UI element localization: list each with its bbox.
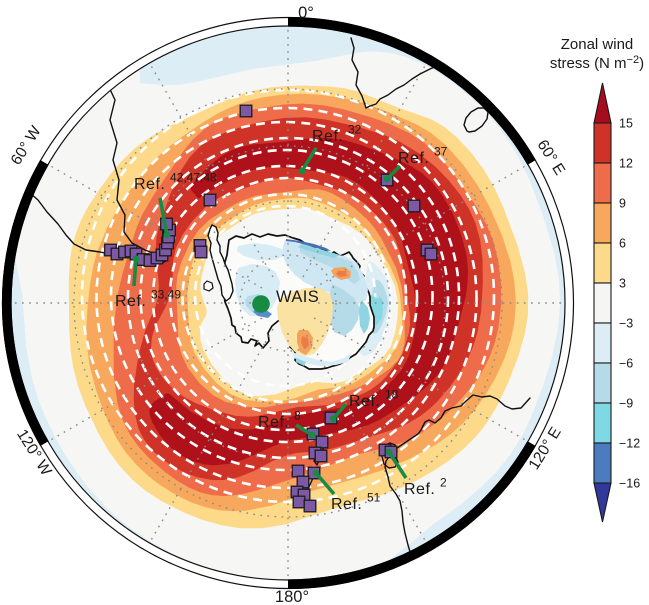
svg-text:51: 51	[367, 491, 381, 505]
svg-text:6: 6	[619, 237, 626, 251]
svg-text:15: 15	[619, 117, 633, 131]
svg-text:0°: 0°	[298, 4, 314, 22]
svg-text:42,47,48: 42,47,48	[170, 171, 217, 185]
svg-text:Ref.: Ref.	[404, 481, 435, 498]
svg-text:32: 32	[348, 123, 362, 137]
svg-text:−12: −12	[619, 437, 640, 451]
svg-text:Zonal wind: Zonal wind	[561, 36, 634, 53]
svg-text:12: 12	[619, 157, 633, 171]
svg-text:−6: −6	[619, 357, 633, 371]
svg-text:Ref.: Ref.	[312, 128, 343, 145]
svg-text:Ref.: Ref.	[134, 176, 165, 193]
svg-text:180°: 180°	[275, 588, 309, 605]
svg-text:Ref.: Ref.	[398, 150, 429, 167]
svg-text:Ref.: Ref.	[331, 496, 362, 513]
svg-text:Ref.: Ref.	[258, 414, 289, 431]
svg-text:stress (N m−2): stress (N m−2)	[550, 54, 644, 72]
svg-text:WAIS: WAIS	[276, 288, 319, 306]
svg-text:Ref.: Ref.	[115, 293, 146, 310]
svg-text:33,49: 33,49	[151, 288, 181, 302]
svg-text:18: 18	[385, 388, 399, 402]
svg-text:Ref.: Ref.	[349, 393, 380, 410]
svg-text:−16: −16	[619, 477, 640, 491]
svg-text:9: 9	[619, 197, 626, 211]
svg-text:−3: −3	[619, 317, 633, 331]
svg-text:8: 8	[294, 409, 301, 423]
svg-text:3: 3	[619, 277, 626, 291]
svg-text:2: 2	[440, 476, 447, 490]
svg-text:37: 37	[434, 145, 448, 159]
svg-text:−9: −9	[619, 397, 633, 411]
